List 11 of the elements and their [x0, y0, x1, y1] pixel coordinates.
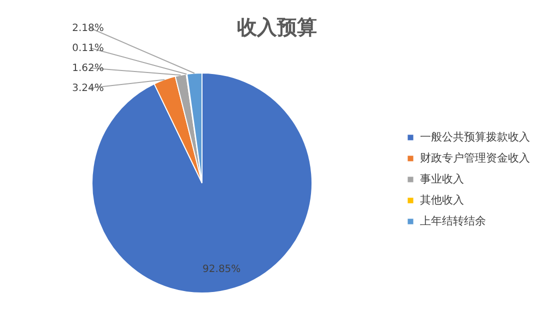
legend-label: 财政专户管理资金收入 [420, 152, 530, 164]
legend-label: 其他收入 [420, 194, 464, 206]
legend-label: 事业收入 [420, 172, 464, 186]
data-label: 1.62% [72, 63, 104, 74]
data-label: 2.18% [72, 23, 104, 34]
data-label: 0.11% [72, 43, 104, 54]
legend-label: 上年结转结余 [420, 214, 486, 228]
data-label: 3.24% [72, 83, 104, 94]
data-label: 92.85% [202, 264, 241, 275]
legend-label: 一般公共预算拨款收入 [420, 130, 530, 144]
chart-title: 收入预算 [237, 15, 317, 39]
